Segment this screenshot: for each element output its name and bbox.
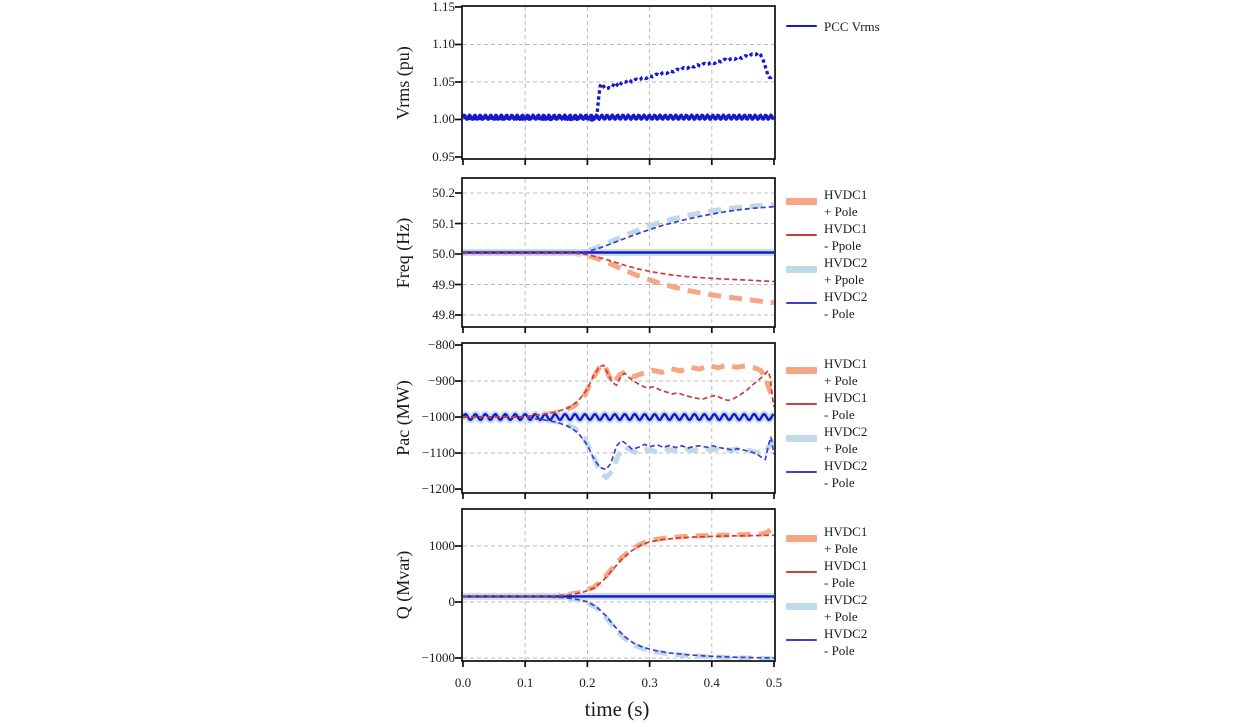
legend-swatch-hvdc1-plus-pole <box>786 534 817 542</box>
y-tick-label: 0.95 <box>432 148 455 164</box>
subplot-q <box>455 508 776 667</box>
y-tick-label: 1000 <box>429 538 455 553</box>
axes-spines <box>461 508 776 662</box>
series-pcc-vrms-step <box>461 51 775 122</box>
series-hvdc1-plus-pole <box>463 362 777 420</box>
x-tick-label: 0.2 <box>579 675 596 690</box>
legend-swatch-hvdc1-minus-ppole <box>786 233 817 237</box>
legend-label-hvdc1-plus-pole: + Pole <box>824 541 858 556</box>
series-hvdc1-plus-pole <box>463 524 776 599</box>
series-pcc-vrms-steady <box>461 113 775 121</box>
legend-label-hvdc1-minus-pole: - Pole <box>824 575 855 590</box>
y-tick-label: −900 <box>428 373 455 389</box>
y-axis-label-freq: Freq (Hz) <box>393 217 413 288</box>
series-hvdc2-plus-pole <box>463 414 777 480</box>
y-axis-label-vrms: Vrms (pu) <box>393 45 413 120</box>
y-tick-label: 1.10 <box>432 36 455 52</box>
y-tick-label: 49.9 <box>432 276 455 292</box>
y-tick-label: 50.1 <box>432 215 455 231</box>
legend-label-hvdc2-plus-pole: + Pole <box>824 441 858 456</box>
legend-label-hvdc1-minus-pole: - Pole <box>824 407 855 422</box>
legend-label-hvdc1-minus-pole: HVDC1 <box>824 558 868 573</box>
legend-swatch-hvdc1-minus-pole <box>786 570 817 574</box>
y-tick-label: −1100 <box>422 445 455 461</box>
series-hvdc1-minus-pole <box>463 364 775 418</box>
x-tick-label: 0.4 <box>703 675 720 690</box>
legend-label-hvdc1-plus-pole: + Pole <box>824 204 858 219</box>
series-hvdc2-plus-pole <box>463 594 775 662</box>
x-tick-label: 0.1 <box>517 675 534 690</box>
legend-label-hvdc1-plus-pole: HVDC1 <box>824 524 868 539</box>
legend-swatch-hvdc2-plus-ppole <box>786 265 817 273</box>
legend-label-hvdc2-plus-ppole: + Ppole <box>824 272 865 287</box>
series-flat-minus1000-line <box>461 412 775 422</box>
series-hvdc1-plus-pole <box>463 250 775 306</box>
series-hvdc2-minus-pole <box>463 205 775 254</box>
legend-label-hvdc2-minus-pole: - Pole <box>824 643 855 658</box>
y-axis-label-pac: Pac (MW) <box>393 380 413 456</box>
legend-label-hvdc1-plus-pole: HVDC1 <box>824 356 868 371</box>
legend-label-hvdc2-plus-pole: + Pole <box>824 609 858 624</box>
y-tick-label: 50.0 <box>432 246 455 261</box>
legend-swatch-pcc-vrms <box>786 24 817 28</box>
subplot-freq <box>455 177 776 333</box>
axes-spines <box>461 342 776 494</box>
axes-spines <box>461 5 776 160</box>
legend-label-hvdc2-minus-pole: HVDC2 <box>824 289 868 304</box>
legend-swatch-hvdc2-minus-pole <box>786 638 817 642</box>
series-hvdc2-minus-pole <box>463 595 775 659</box>
subplot-vrms <box>455 5 776 165</box>
legend-label-hvdc2-plus-ppole: HVDC2 <box>824 255 868 270</box>
subplot-pac <box>455 342 777 499</box>
x-axis-label: time (s) <box>584 697 650 721</box>
legend-label-hvdc1-minus-ppole: - Ppole <box>824 238 862 253</box>
y-tick-label: −800 <box>428 337 455 353</box>
legend-label-hvdc1-plus-pole: HVDC1 <box>824 187 868 202</box>
axes-spines <box>461 177 776 328</box>
series-hvdc1-minus-pole <box>463 534 775 598</box>
legend-label-hvdc2-plus-pole: HVDC2 <box>824 592 868 607</box>
legend-swatch-hvdc2-plus-pole <box>786 602 817 610</box>
series-hvdc2-minus-pole <box>463 416 775 471</box>
y-tick-label: 49.8 <box>432 307 455 322</box>
y-tick-label: −1000 <box>421 649 455 665</box>
legend-label-hvdc2-minus-pole: HVDC2 <box>824 458 868 473</box>
y-tick-label: 1.05 <box>432 73 455 89</box>
y-tick-label: 50.2 <box>432 185 455 200</box>
legend-swatch-hvdc1-minus-pole <box>786 402 817 406</box>
y-tick-label: −1200 <box>421 481 455 497</box>
legend-swatch-hvdc1-plus-pole <box>786 366 817 374</box>
legend-swatch-hvdc1-plus-pole <box>786 197 817 205</box>
y-axis-label-q: Q (Mvar) <box>393 550 413 620</box>
legend-swatch-hvdc2-minus-pole <box>786 470 817 474</box>
legend-label-pcc-vrms: PCC Vrms <box>824 19 880 34</box>
x-tick-label: 0.5 <box>765 675 783 690</box>
x-tick-label: 0.3 <box>641 675 658 690</box>
legend-swatch-hvdc2-minus-pole <box>786 301 817 305</box>
legend-label-hvdc2-minus-pole: - Pole <box>824 306 855 321</box>
y-tick-label: −1000 <box>421 409 455 425</box>
legend-label-hvdc2-plus-pole: HVDC2 <box>824 424 868 439</box>
legend-label-hvdc1-minus-ppole: HVDC1 <box>824 221 868 236</box>
legend-swatch-hvdc2-plus-pole <box>786 434 817 442</box>
legend-label-hvdc1-minus-pole: HVDC1 <box>824 390 868 405</box>
y-tick-label: 0 <box>448 593 456 609</box>
legend-label-hvdc2-minus-pole: HVDC2 <box>824 626 868 641</box>
y-tick-label: 1.00 <box>432 111 455 127</box>
series-hvdc2-plus-ppole <box>463 202 775 255</box>
legend-label-hvdc2-minus-pole: - Pole <box>824 475 855 490</box>
y-tick-label: 1.15 <box>432 0 455 14</box>
legend-label-hvdc1-plus-pole: + Pole <box>824 373 858 388</box>
x-tick-label: 0.0 <box>454 675 472 690</box>
